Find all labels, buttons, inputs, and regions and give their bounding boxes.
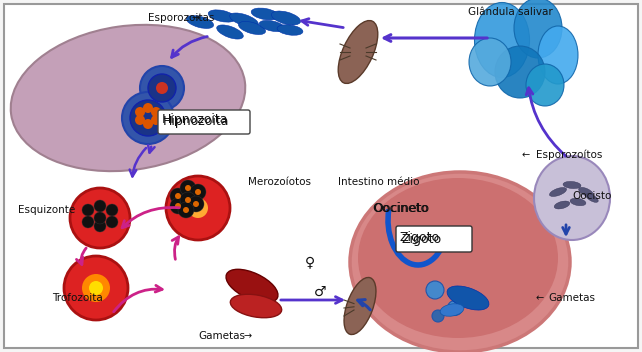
Ellipse shape (554, 201, 570, 209)
Ellipse shape (180, 180, 196, 196)
Ellipse shape (135, 107, 145, 117)
Ellipse shape (259, 20, 285, 32)
Ellipse shape (230, 294, 282, 318)
Text: ←: ← (536, 293, 544, 303)
Text: Trofozoita: Trofozoita (52, 293, 103, 303)
Ellipse shape (226, 269, 278, 303)
Ellipse shape (70, 188, 130, 248)
Text: Hipnozoita: Hipnozoita (163, 115, 229, 128)
Ellipse shape (338, 20, 377, 83)
Text: →: → (244, 331, 252, 341)
Ellipse shape (82, 216, 94, 228)
Ellipse shape (143, 119, 153, 129)
Ellipse shape (130, 100, 166, 136)
Ellipse shape (89, 281, 103, 295)
Ellipse shape (170, 198, 186, 214)
Ellipse shape (64, 256, 128, 320)
Ellipse shape (106, 216, 118, 228)
Ellipse shape (251, 8, 279, 20)
Text: Esporozoítos: Esporozoítos (536, 150, 602, 160)
Ellipse shape (135, 115, 145, 125)
Ellipse shape (156, 82, 168, 94)
Ellipse shape (534, 156, 610, 240)
Ellipse shape (230, 13, 258, 27)
Ellipse shape (185, 185, 191, 191)
Ellipse shape (195, 189, 201, 195)
Ellipse shape (188, 198, 208, 218)
Ellipse shape (151, 107, 161, 117)
Ellipse shape (358, 178, 558, 338)
Ellipse shape (186, 15, 214, 29)
Ellipse shape (185, 197, 191, 203)
Ellipse shape (94, 220, 106, 232)
Ellipse shape (170, 188, 186, 204)
Text: Oocineto: Oocineto (373, 201, 429, 214)
Ellipse shape (82, 204, 94, 216)
Ellipse shape (550, 188, 566, 196)
Text: →: → (192, 13, 200, 23)
Ellipse shape (166, 176, 230, 240)
Ellipse shape (148, 74, 176, 102)
Ellipse shape (94, 200, 106, 212)
FancyBboxPatch shape (158, 110, 250, 134)
Ellipse shape (82, 274, 110, 302)
Ellipse shape (586, 194, 598, 202)
Ellipse shape (272, 11, 300, 25)
Text: Oocisto: Oocisto (572, 191, 611, 201)
Ellipse shape (178, 202, 194, 218)
Text: Zigoto: Zigoto (401, 233, 441, 245)
Text: Intestino médio: Intestino médio (338, 177, 419, 187)
Ellipse shape (143, 103, 153, 113)
Ellipse shape (188, 196, 204, 212)
Ellipse shape (122, 92, 174, 144)
Ellipse shape (183, 207, 189, 213)
Ellipse shape (94, 212, 106, 224)
Ellipse shape (447, 286, 489, 310)
FancyBboxPatch shape (4, 4, 638, 348)
Ellipse shape (193, 201, 199, 207)
Text: Gametas: Gametas (198, 331, 245, 341)
Ellipse shape (208, 10, 236, 22)
Ellipse shape (426, 281, 444, 299)
Text: Merozoíotos: Merozoíotos (248, 177, 311, 187)
Ellipse shape (180, 192, 196, 208)
Text: Oocineto: Oocineto (372, 201, 428, 214)
Ellipse shape (474, 2, 530, 77)
Ellipse shape (140, 66, 184, 110)
Ellipse shape (175, 193, 181, 199)
Ellipse shape (238, 21, 266, 34)
Ellipse shape (495, 46, 545, 98)
Text: Hipnozoita: Hipnozoita (162, 113, 229, 126)
FancyBboxPatch shape (396, 226, 472, 252)
Text: Gametas: Gametas (548, 293, 595, 303)
Ellipse shape (350, 172, 570, 352)
Text: ♂: ♂ (314, 285, 326, 299)
Ellipse shape (570, 198, 586, 206)
Ellipse shape (526, 64, 564, 106)
Ellipse shape (578, 187, 593, 197)
Text: Esporozoitas: Esporozoitas (148, 13, 214, 23)
Ellipse shape (151, 115, 161, 125)
Ellipse shape (344, 277, 376, 334)
Ellipse shape (175, 203, 181, 209)
Text: ←: ← (522, 150, 530, 160)
Text: Glândula salivar: Glândula salivar (468, 7, 553, 17)
Ellipse shape (11, 25, 245, 171)
Ellipse shape (447, 301, 462, 315)
Ellipse shape (432, 310, 444, 322)
Text: Esquizonte: Esquizonte (18, 205, 75, 215)
Text: Zigoto: Zigoto (400, 232, 440, 245)
Ellipse shape (469, 38, 511, 86)
Ellipse shape (190, 184, 206, 200)
Ellipse shape (563, 181, 581, 189)
Ellipse shape (277, 25, 303, 35)
Text: ♀: ♀ (305, 255, 315, 269)
Ellipse shape (217, 25, 243, 39)
Ellipse shape (440, 304, 464, 316)
Ellipse shape (106, 204, 118, 216)
Ellipse shape (514, 0, 562, 58)
Ellipse shape (538, 26, 578, 84)
